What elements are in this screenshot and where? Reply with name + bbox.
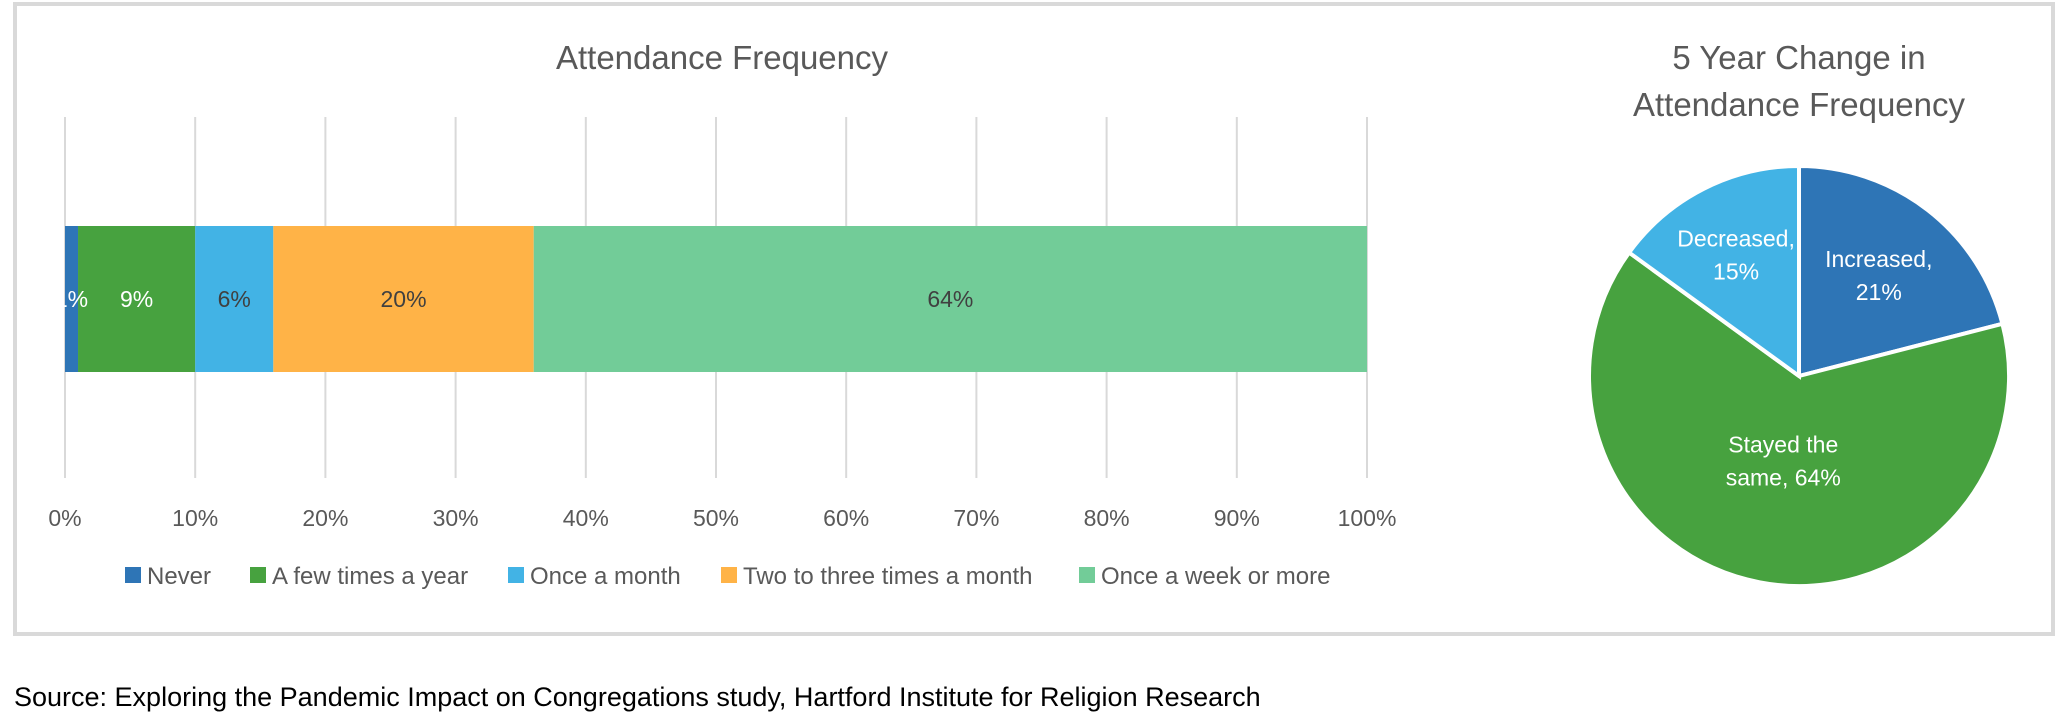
source-note: Source: Exploring the Pandemic Impact on… <box>14 682 1261 712</box>
x-tick-label: 60% <box>823 505 869 531</box>
legend-swatch <box>508 567 524 583</box>
bar-data-label: 64% <box>927 286 973 312</box>
x-tick-label: 30% <box>433 505 479 531</box>
x-tick-label: 20% <box>302 505 348 531</box>
bar-legend: Never A few times a year Once a month Two t… <box>125 563 1330 590</box>
legend-swatch <box>250 567 266 583</box>
bar-segment <box>533 226 1367 372</box>
bar-data-labels: 1% 9% 6% 20% 64% <box>55 286 973 312</box>
pie-title-line-1: 5 Year Change in <box>1672 39 1925 76</box>
pie-slice <box>1797 163 2005 379</box>
x-tick-label: 50% <box>693 505 739 531</box>
bar-data-label: 20% <box>380 286 426 312</box>
x-tick-label: 90% <box>1214 505 1260 531</box>
legend-swatch <box>1079 567 1095 583</box>
stacked-bars <box>65 226 1367 372</box>
pie-chart <box>1587 163 2011 588</box>
chart-canvas: Attendance Frequency 1% 9% 6% 20% 64% 0% 10% 2… <box>48 39 2011 590</box>
x-tick-label: 40% <box>563 505 609 531</box>
legend-label: Once a week or more <box>1101 563 1330 590</box>
x-tick-label: 10% <box>172 505 218 531</box>
x-axis-ticks: 0% 10% 20% 30% 40% 50% 60% 70% 80% 90% 100% <box>48 505 1396 531</box>
pie-slice-label: Stayed the same, 64% <box>1726 432 1841 491</box>
x-tick-label: 80% <box>1084 505 1130 531</box>
bar-segment <box>65 226 79 372</box>
pie-title-line-2: Attendance Frequency <box>1633 86 1966 123</box>
bar-segment <box>195 226 274 372</box>
legend-swatch <box>721 567 737 583</box>
pie-slice-label: Decreased, 15% <box>1677 226 1795 285</box>
pie-slice <box>1587 249 2011 588</box>
legend-label: Once a month <box>530 563 681 590</box>
pie-slice <box>1626 163 1801 380</box>
legend-label: Never <box>147 563 211 590</box>
bar-data-label: 9% <box>120 286 153 312</box>
bar-chart-title: Attendance Frequency <box>556 39 889 76</box>
legend-label: A few times a year <box>272 563 468 590</box>
x-tick-label: 100% <box>1338 505 1397 531</box>
bar-segment <box>273 226 534 372</box>
pie-slice-label: Increased, 21% <box>1825 246 1932 305</box>
bar-data-label: 1% <box>55 286 88 312</box>
legend-label: Two to three times a month <box>743 563 1032 590</box>
pie-data-labels: Increased, 21% Stayed the same, 64% Decrease… <box>1677 226 1932 491</box>
legend-swatch <box>125 567 141 583</box>
bar-data-label: 6% <box>218 286 251 312</box>
x-tick-label: 0% <box>48 505 81 531</box>
bar-segment <box>78 226 196 372</box>
x-tick-label: 70% <box>953 505 999 531</box>
